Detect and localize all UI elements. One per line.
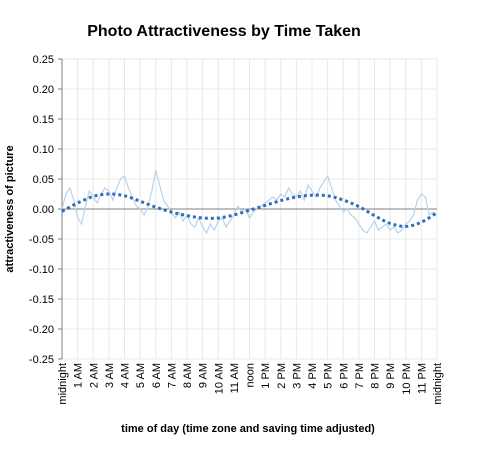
- series-line-trend: [61, 192, 438, 228]
- y-tick-label: -0.05: [29, 234, 54, 246]
- plot-area: [61, 169, 438, 235]
- series-line-raw: [61, 169, 438, 235]
- y-tick-label: -0.20: [29, 324, 54, 336]
- y-tick-label: 0.05: [33, 174, 54, 186]
- y-tick-label: 0.20: [33, 84, 54, 96]
- y-tick-label: 0.00: [33, 204, 54, 216]
- x-tick-label: midnight: [432, 363, 444, 405]
- x-tick-label: 4 AM: [120, 363, 132, 388]
- x-tick-label: 4 PM: [307, 363, 319, 389]
- x-tick-label: 11 PM: [416, 363, 428, 394]
- y-axis-label: attractiveness of picture: [4, 145, 16, 272]
- chart-title: Photo Attractiveness by Time Taken: [87, 23, 361, 40]
- x-tick-label: 1 AM: [73, 363, 85, 388]
- x-tick-label: 6 PM: [338, 363, 350, 389]
- y-tick-label: 0.10: [33, 144, 54, 156]
- x-tick-label: 5 AM: [135, 363, 147, 388]
- tick-labels: 0.25 0.20 0.15 0.10 0.05 0.00 -0.05 -0.10 -0.15 -…: [29, 54, 444, 405]
- x-tick-label: midnight: [57, 363, 69, 405]
- x-tick-label: 2 AM: [88, 363, 100, 388]
- y-tick-label: -0.25: [29, 354, 54, 366]
- x-tick-label: 7 AM: [166, 363, 178, 388]
- x-tick-label: 9 AM: [198, 363, 210, 388]
- x-tick-label: 3 AM: [104, 363, 116, 388]
- x-tick-label: noon: [245, 363, 257, 387]
- y-tick-label: -0.15: [29, 294, 54, 306]
- x-tick-label: 3 PM: [291, 363, 303, 389]
- x-tick-label: 10 AM: [213, 363, 225, 394]
- x-tick-label: 8 AM: [182, 363, 194, 388]
- x-tick-label: 7 PM: [354, 363, 366, 389]
- x-tick-label: 2 PM: [276, 363, 288, 389]
- x-tick-label: 8 PM: [370, 363, 382, 389]
- x-tick-label: 11 AM: [229, 363, 241, 393]
- x-tick-label: 10 PM: [401, 363, 413, 395]
- x-tick-label: 9 PM: [385, 363, 397, 389]
- x-axis-label: time of day (time zone and saving time a…: [121, 423, 375, 435]
- y-tick-label: 0.15: [33, 114, 54, 126]
- x-tick-label: 1 PM: [260, 363, 272, 389]
- y-tick-label: -0.10: [29, 264, 54, 276]
- x-tick-label: 5 PM: [323, 363, 335, 389]
- x-tick-label: 6 AM: [151, 363, 163, 388]
- y-tick-label: 0.25: [33, 54, 54, 66]
